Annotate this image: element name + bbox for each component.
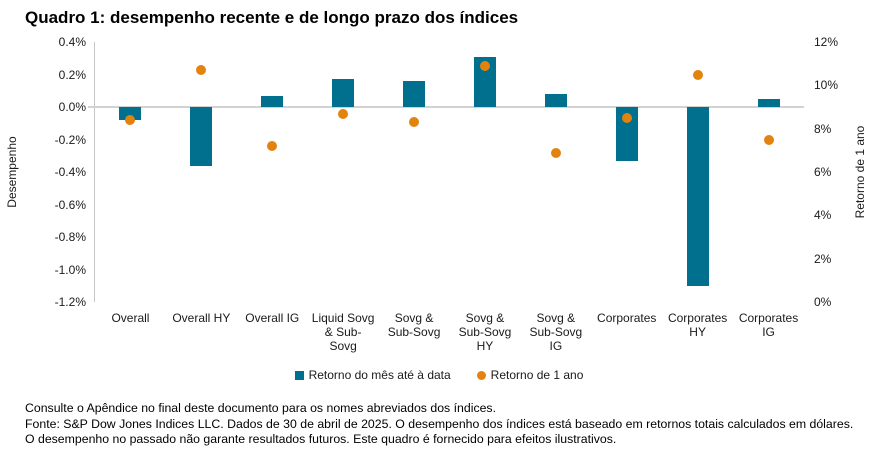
category-label: Corporates — [597, 311, 657, 325]
chart: Desempenho Retorno de 1 ano 0.4% 0.2% 0.0%… — [5, 35, 867, 353]
bar-retorno-do-mes — [403, 81, 426, 107]
bar-retorno-do-mes — [686, 107, 709, 286]
left-axis-title: Desempenho — [5, 136, 19, 208]
left-axis-tick-label: -0.8% — [54, 230, 86, 244]
dot-retorno-de-1-ano — [550, 147, 561, 158]
bar-retorno-do-mes — [261, 95, 284, 107]
legend-item-dot-series: Retorno de 1 ano — [476, 368, 584, 382]
left-axis-tick-label: -1.0% — [54, 262, 86, 277]
dot-retorno-de-1-ano — [621, 112, 632, 123]
footnote-source: Fonte: S&P Dow Jones Indices LLC. Dados … — [25, 416, 854, 447]
dot-retorno-de-1-ano — [338, 108, 349, 119]
bar-retorno-do-mes — [332, 79, 355, 107]
category-label: Corporates HY — [667, 311, 728, 339]
right-axis-tick-label: 0% — [814, 295, 832, 309]
left-axis-tick-label: -0.2% — [54, 132, 86, 147]
bar-retorno-do-mes — [757, 98, 780, 107]
left-axis-line — [94, 42, 95, 302]
right-axis-tick-label: 12% — [814, 35, 839, 49]
bar-retorno-do-mes — [119, 107, 142, 120]
legend-item-bar-series: Retorno do mês até à data — [294, 368, 451, 382]
left-axis-tick-label: 0.4% — [58, 35, 86, 49]
bar-retorno-do-mes — [190, 107, 213, 166]
dot-retorno-de-1-ano — [763, 134, 774, 145]
bar-retorno-do-mes — [544, 94, 567, 107]
footnote-appendix: Consulte o Apêndice no final deste docum… — [25, 401, 496, 415]
bar-series-marker-icon — [294, 370, 304, 380]
category-label: Overall IG — [245, 311, 300, 325]
bar-retorno-do-mes — [473, 56, 496, 107]
category-label: Overall — [111, 311, 150, 325]
dot-retorno-de-1-ano — [692, 69, 703, 80]
left-axis-tick-label: -1.2% — [54, 295, 86, 309]
dot-retorno-de-1-ano — [479, 60, 490, 71]
right-axis-tick-label: 10% — [814, 78, 839, 93]
right-axis-tick-label: 8% — [814, 121, 832, 136]
dot-retorno-de-1-ano — [196, 65, 207, 76]
footnote-block: Consulte o Apêndice no final deste docum… — [25, 401, 860, 448]
right-axis-tick-label: 4% — [814, 208, 832, 223]
category-label: Sovg & Sub-Sovg HY — [458, 311, 512, 353]
dot-retorno-de-1-ano — [409, 117, 420, 128]
dot-series-marker-icon — [476, 370, 486, 380]
category-label: Sovg & Sub-Sovg IG — [529, 311, 583, 353]
category-label: Sovg & Sub-Sovg — [387, 311, 441, 339]
legend-label: Retorno do mês até à data — [308, 368, 451, 382]
category-label: Corporates IG — [738, 311, 799, 339]
category-label: Overall HY — [172, 311, 231, 325]
zero-gridline — [88, 106, 804, 108]
right-axis-tick-label: 2% — [814, 251, 832, 266]
dot-retorno-de-1-ano — [125, 115, 136, 125]
left-axis-tick-label: 0.0% — [58, 100, 86, 114]
left-axis-tick-label: -0.6% — [54, 197, 86, 212]
chart-legend: Retorno do mês até à data Retorno de 1 a… — [0, 368, 878, 382]
right-axis-tick-label: 6% — [814, 165, 832, 179]
left-axis-tick-label: -0.4% — [54, 165, 86, 179]
dot-retorno-de-1-ano — [267, 141, 278, 151]
bar-retorno-do-mes — [615, 107, 638, 161]
category-label: Liquid Sovg & Sub- Sovg — [311, 311, 375, 353]
left-axis-tick-label: 0.2% — [58, 67, 86, 82]
legend-label: Retorno de 1 ano — [490, 368, 584, 382]
chart-title: Quadro 1: desempenho recente e de longo … — [25, 8, 519, 27]
